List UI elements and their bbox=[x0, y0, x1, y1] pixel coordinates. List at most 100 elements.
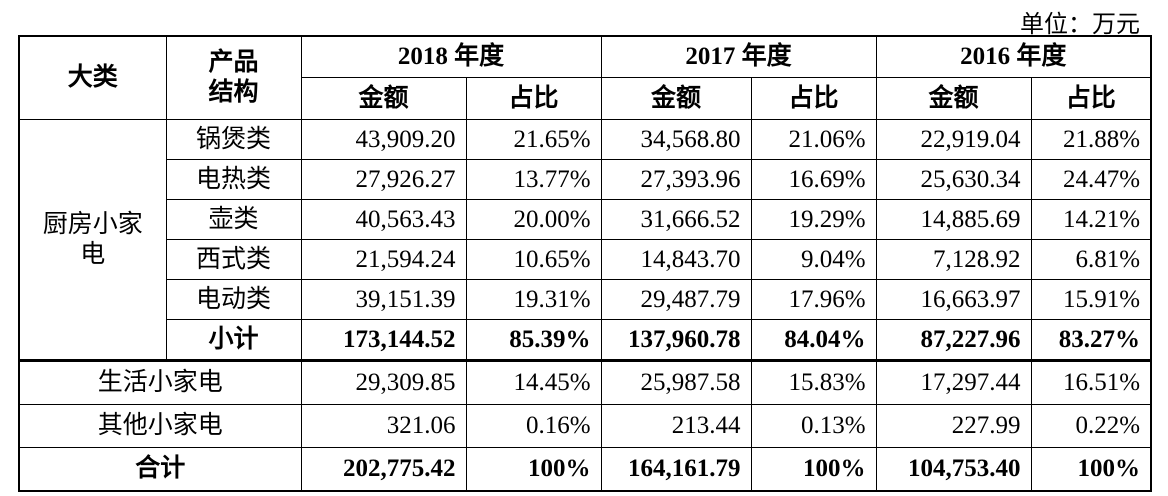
value-cell: 9.04% bbox=[750, 239, 877, 280]
value-cell-text: 14,843.70 bbox=[640, 245, 741, 273]
value-cell-text: 14.21% bbox=[1062, 205, 1141, 233]
value-cell-text: 15.91% bbox=[1062, 285, 1141, 313]
value-cell-text: 39,151.39 bbox=[355, 285, 456, 313]
value-cell: 29,487.79 bbox=[600, 279, 752, 320]
value-cell: 100% bbox=[1030, 447, 1152, 492]
value-cell-text: 19.29% bbox=[788, 205, 866, 233]
value-cell: 0.16% bbox=[465, 404, 602, 448]
value-cell-text: 21.06% bbox=[788, 125, 866, 153]
value-cell-text: 27,926.27 bbox=[355, 165, 456, 193]
row-name: 合计 bbox=[18, 447, 302, 492]
value-cell: 202,775.42 bbox=[300, 447, 467, 492]
value-cell-text: 321.06 bbox=[386, 412, 456, 439]
value-cell: 104,753.40 bbox=[875, 447, 1032, 492]
product-name: 电热类 bbox=[165, 159, 302, 200]
table-row: 其他小家电 321.06 0.16% 213.44 0.13% 227.99 0.22% bbox=[18, 404, 1152, 448]
product-name-text: 小计 bbox=[208, 325, 259, 353]
value-cell-text: 100% bbox=[528, 455, 591, 482]
value-cell-text: 16.69% bbox=[788, 165, 866, 193]
header-sub: 金额 bbox=[875, 77, 1032, 120]
value-cell-text: 100% bbox=[1077, 455, 1141, 482]
table-row: 小计 173,144.52 85.39% 137,960.78 84.04% 87,227… bbox=[19, 319, 1152, 361]
header-year: 2018 年度 bbox=[300, 35, 602, 78]
value-cell: 27,393.96 bbox=[600, 159, 752, 200]
value-cell-text: 24.47% bbox=[1062, 165, 1141, 193]
value-cell-text: 16,663.97 bbox=[920, 285, 1021, 313]
header-sub: 金额 bbox=[600, 77, 752, 120]
table-row: 电动类 39,151.39 19.31% 29,487.79 17.96% 16,663.… bbox=[19, 279, 1152, 320]
value-cell: 0.13% bbox=[750, 404, 877, 448]
value-cell: 100% bbox=[750, 447, 877, 492]
product-name: 壶类 bbox=[165, 199, 302, 240]
value-cell-text: 17.96% bbox=[788, 285, 866, 313]
value-cell-text: 87,227.96 bbox=[920, 325, 1021, 353]
value-cell-text: 40,563.43 bbox=[355, 205, 456, 233]
value-cell-text: 0.16% bbox=[525, 412, 591, 439]
value-cell-text: 213.44 bbox=[671, 412, 741, 439]
header-year: 2016 年度 bbox=[875, 35, 1152, 78]
table-row: 合计 202,775.42 100% 164,161.79 100% 104,753.40… bbox=[18, 447, 1152, 492]
product-name-text: 西式类 bbox=[195, 245, 271, 273]
header-product-text: 产品 bbox=[208, 49, 259, 76]
value-cell-text: 29,487.79 bbox=[640, 285, 741, 313]
value-cell: 31,666.52 bbox=[600, 199, 752, 240]
value-cell: 29,309.85 bbox=[300, 359, 467, 405]
value-cell: 17.96% bbox=[750, 279, 877, 320]
value-cell: 43,909.20 bbox=[300, 119, 467, 160]
value-cell: 16.51% bbox=[1030, 359, 1152, 405]
value-cell: 321.06 bbox=[300, 404, 467, 448]
header-category-text: 大类 bbox=[67, 64, 118, 91]
value-cell: 14.45% bbox=[465, 359, 602, 405]
value-cell: 7,128.92 bbox=[875, 239, 1032, 280]
value-cell: 39,151.39 bbox=[300, 279, 467, 320]
header-year-text: 2017 年度 bbox=[685, 43, 792, 70]
value-cell: 173,144.52 bbox=[300, 319, 467, 361]
group-label-text: 电 bbox=[80, 240, 106, 268]
value-cell-text: 16.51% bbox=[1062, 369, 1141, 396]
header-year-text: 2018 年度 bbox=[397, 43, 505, 70]
table-row: 大类 产品结构 2018 年度 2017 年度 2016 年度 bbox=[18, 35, 1152, 120]
value-cell: 83.27% bbox=[1030, 319, 1152, 361]
header-sub-text: 占比 bbox=[1065, 84, 1116, 112]
value-cell-text: 0.13% bbox=[800, 412, 866, 439]
value-cell-text: 25,630.34 bbox=[920, 165, 1021, 193]
value-cell-text: 21.65% bbox=[513, 125, 591, 153]
table-row: 厨房小家电锅煲类 43,909.20 21.65% 34,568.80 21.06% 22… bbox=[18, 119, 1152, 361]
value-cell-text: 173,144.52 bbox=[343, 325, 456, 353]
value-cell: 14,843.70 bbox=[600, 239, 752, 280]
product-name: 电动类 bbox=[165, 279, 302, 320]
value-cell-text: 104,753.40 bbox=[908, 455, 1021, 482]
value-cell-text: 34,568.80 bbox=[640, 125, 741, 153]
value-cell-text: 10.65% bbox=[513, 245, 591, 273]
product-name: 锅煲类 bbox=[165, 119, 302, 160]
value-cell-text: 6.81% bbox=[1075, 245, 1141, 273]
value-cell: 21.65% bbox=[465, 119, 602, 160]
value-cell-text: 29,309.85 bbox=[355, 369, 456, 396]
value-cell: 16,663.97 bbox=[875, 279, 1032, 320]
header-year-text: 2016 年度 bbox=[960, 43, 1067, 70]
header-sub: 占比 bbox=[1030, 77, 1152, 120]
header-product-text: 结构 bbox=[208, 79, 259, 106]
value-cell-text: 0.22% bbox=[1075, 412, 1141, 439]
product-name: 西式类 bbox=[165, 239, 302, 280]
product-name-text: 锅煲类 bbox=[195, 125, 271, 153]
group-label: 厨房小家电 bbox=[18, 119, 167, 361]
value-cell: 85.39% bbox=[465, 319, 602, 361]
data-table: 大类 产品 结构 2018 年度 2017 年度 2016 年度 金额 占比 金额 占比 金额 占比厨… bbox=[18, 35, 1153, 492]
product-name-text: 电热类 bbox=[195, 165, 271, 193]
header-sub-text: 占比 bbox=[508, 84, 559, 112]
value-cell: 19.29% bbox=[750, 199, 877, 240]
row-name: 其他小家电 bbox=[18, 404, 302, 448]
value-cell: 25,630.34 bbox=[875, 159, 1032, 200]
table-row: 电热类 27,926.27 13.77% 27,393.96 16.69% 25,630.… bbox=[19, 159, 1152, 200]
value-cell: 14.21% bbox=[1030, 199, 1152, 240]
value-cell: 19.31% bbox=[465, 279, 602, 320]
value-cell: 10.65% bbox=[465, 239, 602, 280]
header-sub: 金额 bbox=[300, 77, 467, 120]
row-name-text: 生活小家电 bbox=[97, 369, 223, 396]
value-cell: 34,568.80 bbox=[600, 119, 752, 160]
value-cell: 15.83% bbox=[750, 359, 877, 405]
value-cell: 137,960.78 bbox=[600, 319, 752, 361]
row-name: 生活小家电 bbox=[18, 359, 302, 405]
